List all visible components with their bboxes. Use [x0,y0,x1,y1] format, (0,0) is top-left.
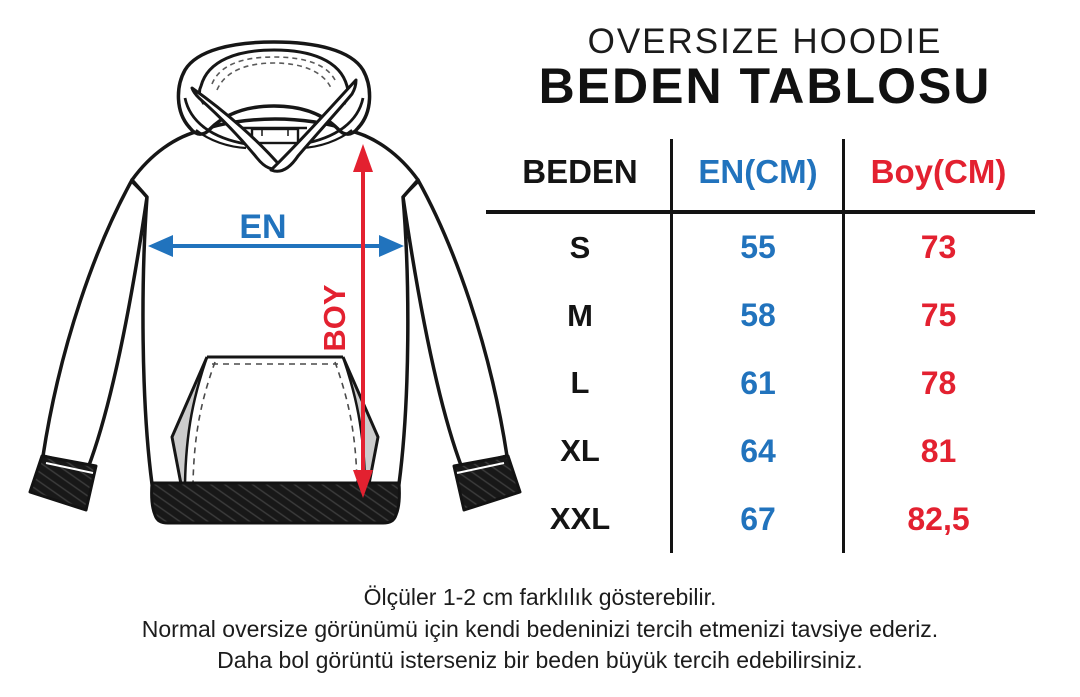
note-line-2: Normal oversize görünümü için kendi bede… [141,615,939,642]
note-line-1: Ölçüler 1-2 cm farklılık gösterebilir. [363,584,717,610]
pocket-left-edge [170,356,209,485]
hoodie-illustration: EN BOY [28,40,522,525]
boy-cell: 78 [920,364,957,401]
pocket-left-stitch [192,361,216,485]
en-cell: 64 [740,432,776,469]
left-shoulder-seam [130,180,148,198]
header-divider [486,210,1035,214]
left-cuff [28,454,98,512]
pocket-right-edge [341,356,380,485]
boy-cell: 81 [920,432,957,469]
width-label: EN [239,208,286,246]
left-cuff-seam [45,462,94,474]
height-arrowhead-top [353,144,373,172]
en-cell: 55 [740,229,776,266]
column-divider-1 [670,139,673,553]
pocket-left-slit [183,356,209,485]
en-cell: 61 [740,364,776,401]
height-arrowhead-bottom [353,470,373,498]
hood-stitch-1 [211,56,337,85]
boy-cell: 75 [920,297,957,334]
hem-band [150,481,401,525]
size-cell: XL [560,433,600,469]
header-en-cm: EN(CM) [698,152,818,190]
boy-cell: 82,5 [907,500,970,537]
width-arrow: EN [148,208,404,257]
notes-block: Ölçüler 1-2 cm farklılık gösterebilir. N… [0,582,1080,677]
right-cuff-seam [456,462,505,474]
right-shoulder-seam [402,180,420,198]
height-label: BOY [317,284,352,352]
width-arrowhead-left [148,235,173,257]
size-table: BEDEN EN(CM) Boy(CM) S 55 73 M 58 75 L 6… [486,139,1035,553]
hood-fold-right [269,78,358,173]
column-divider-2 [842,139,845,553]
neck-label-tick [261,129,289,136]
hood-fold-left [190,86,284,171]
en-cell: 58 [740,297,776,334]
hood-roll-left [183,97,247,146]
height-arrow: BOY [317,144,373,498]
hood-roll-left-lower [195,129,247,150]
hood-outline [176,40,372,136]
en-cell: 67 [740,500,776,537]
title-block: OVERSIZE HOODIE BEDEN TABLOSU [495,22,1035,114]
left-sleeve [41,178,149,470]
header-beden: BEDEN [522,152,638,190]
size-cell: L [570,365,590,401]
note-line-3: Daha bol görüntü isterseniz bir beden bü… [217,647,863,673]
size-cell: XXL [549,501,611,537]
width-arrowhead-right [379,235,404,257]
size-cell: M [567,297,593,333]
page-subtitle: OVERSIZE HOODIE [587,22,943,61]
hood-stitch-2 [216,62,332,91]
header-boy-cm: Boy(CM) [870,152,1007,190]
torso [130,117,420,486]
boy-cell: 73 [920,229,957,266]
pocket-right-stitch [334,361,358,485]
page-title: BEDEN TABLOSU [538,58,992,114]
size-cell: S [569,229,591,265]
neck-label [250,127,300,145]
